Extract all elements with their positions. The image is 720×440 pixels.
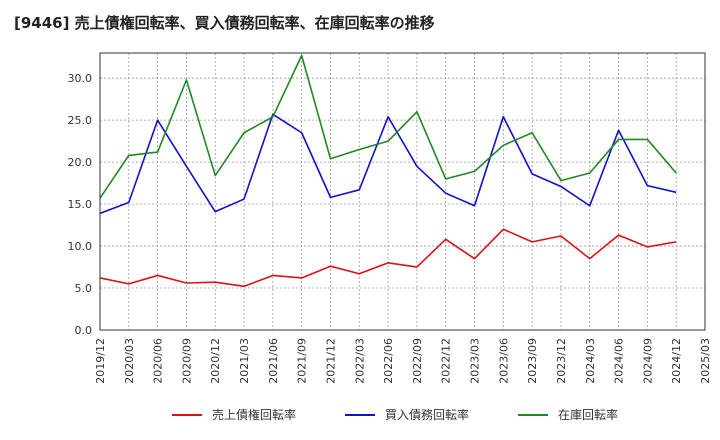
x-tick-label: 2021/09 bbox=[296, 338, 309, 384]
y-tick-label: 30.0 bbox=[68, 72, 93, 85]
x-tick-label: 2024/06 bbox=[613, 338, 626, 384]
plot-background bbox=[100, 53, 705, 330]
x-tick-label: 2020/09 bbox=[180, 338, 193, 384]
x-tick-label: 2025/03 bbox=[699, 338, 712, 384]
x-tick-label: 2024/09 bbox=[641, 338, 654, 384]
y-tick-label: 5.0 bbox=[75, 282, 93, 295]
x-tick-label: 2023/06 bbox=[497, 338, 510, 384]
x-tick-label: 2022/12 bbox=[440, 338, 453, 384]
legend-label: 買入債務回転率 bbox=[385, 407, 469, 422]
chart-title: [9446] 売上債権回転率、買入債務回転率、在庫回転率の推移 bbox=[14, 14, 435, 32]
x-tick-label: 2024/03 bbox=[584, 338, 597, 384]
y-tick-label: 25.0 bbox=[68, 114, 93, 127]
x-tick-label: 2022/06 bbox=[382, 338, 395, 384]
series-line-3 bbox=[99, 54, 677, 199]
x-tick-label: 2023/09 bbox=[526, 338, 539, 384]
y-tick-label: 20.0 bbox=[68, 156, 93, 169]
y-tick-label: 10.0 bbox=[68, 240, 93, 253]
x-tick-label: 2023/12 bbox=[555, 338, 568, 384]
series-line-1 bbox=[99, 228, 677, 288]
x-tick-label: 2019/12 bbox=[94, 338, 107, 384]
x-tick-label: 2022/03 bbox=[353, 338, 366, 384]
legend-label: 在庫回転率 bbox=[558, 407, 618, 422]
x-tick-label: 2022/09 bbox=[411, 338, 424, 384]
legend-label: 売上債権回転率 bbox=[212, 407, 296, 422]
x-tick-label: 2021/06 bbox=[267, 338, 280, 384]
x-tick-label: 2024/12 bbox=[670, 338, 683, 384]
y-tick-label: 15.0 bbox=[68, 198, 93, 211]
plot-frame bbox=[99, 52, 706, 331]
y-tick-label: 0.0 bbox=[75, 324, 93, 337]
x-tick-label: 2020/03 bbox=[123, 338, 136, 384]
x-tick-label: 2020/06 bbox=[152, 338, 165, 384]
series-line-2 bbox=[99, 113, 677, 215]
x-tick-label: 2021/03 bbox=[238, 338, 251, 384]
x-tick-label: 2021/12 bbox=[324, 338, 337, 384]
x-tick-label: 2023/03 bbox=[469, 338, 482, 384]
x-tick-label: 2020/12 bbox=[209, 338, 222, 384]
